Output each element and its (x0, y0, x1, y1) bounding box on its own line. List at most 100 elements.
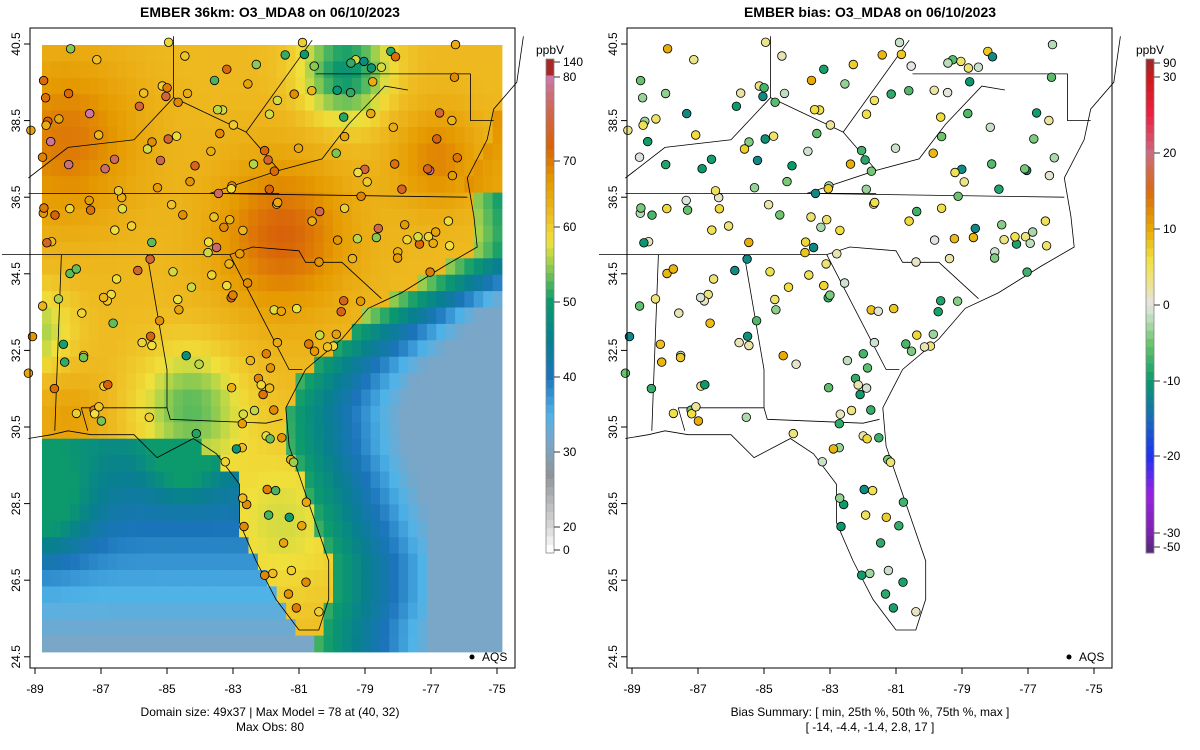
site-marker[interactable] (345, 87, 356, 98)
site-marker[interactable] (1049, 153, 1060, 163)
site-marker[interactable] (178, 210, 188, 220)
site-marker[interactable] (739, 144, 750, 154)
site-marker[interactable] (933, 307, 943, 317)
site-marker[interactable] (174, 305, 184, 315)
site-marker[interactable] (904, 216, 914, 226)
site-marker[interactable] (276, 306, 287, 317)
site-marker[interactable] (675, 352, 686, 363)
site-marker[interactable] (730, 265, 740, 276)
site-marker[interactable] (710, 186, 721, 196)
site-marker[interactable] (222, 280, 232, 291)
site-marker[interactable] (904, 85, 914, 96)
site-marker[interactable] (259, 145, 270, 156)
site-marker[interactable] (251, 59, 261, 70)
site-marker[interactable] (145, 254, 155, 264)
site-marker[interactable] (691, 402, 701, 412)
site-marker[interactable] (881, 512, 892, 523)
site-marker[interactable] (906, 346, 917, 356)
site-marker[interactable] (331, 329, 342, 340)
site-marker[interactable] (215, 128, 225, 139)
site-marker[interactable] (142, 144, 153, 154)
site-marker[interactable] (624, 331, 635, 342)
site-marker[interactable] (963, 108, 973, 119)
site-marker[interactable] (224, 259, 234, 269)
site-marker[interactable] (700, 380, 710, 390)
site-marker[interactable] (219, 222, 229, 233)
site-marker[interactable] (213, 188, 224, 199)
site-marker[interactable] (782, 176, 792, 187)
site-marker[interactable] (898, 577, 908, 587)
site-marker[interactable] (397, 184, 407, 194)
site-marker[interactable] (861, 383, 872, 393)
site-marker[interactable] (331, 148, 341, 158)
site-marker[interactable] (138, 88, 149, 98)
site-marker[interactable] (224, 214, 235, 225)
site-marker[interactable] (886, 89, 896, 99)
site-marker[interactable] (222, 64, 232, 75)
site-marker[interactable] (249, 405, 260, 416)
site-marker[interactable] (1020, 231, 1031, 242)
site-marker[interactable] (668, 264, 679, 274)
site-marker[interactable] (912, 206, 922, 217)
site-marker[interactable] (936, 296, 946, 306)
site-marker[interactable] (800, 247, 810, 258)
site-marker[interactable] (209, 212, 219, 222)
site-marker[interactable] (763, 199, 774, 210)
site-marker[interactable] (402, 234, 412, 245)
site-marker[interactable] (237, 419, 248, 429)
site-marker[interactable] (272, 337, 283, 348)
site-marker[interactable] (353, 167, 363, 178)
site-marker[interactable] (332, 235, 343, 245)
site-marker[interactable] (643, 136, 653, 147)
site-marker[interactable] (662, 268, 672, 279)
site-marker[interactable] (226, 184, 237, 194)
site-marker[interactable] (65, 203, 75, 214)
site-marker[interactable] (770, 97, 780, 108)
site-marker[interactable] (1040, 216, 1051, 226)
site-marker[interactable] (355, 296, 366, 306)
site-marker[interactable] (668, 408, 679, 419)
site-marker[interactable] (894, 521, 904, 531)
site-marker[interactable] (109, 154, 120, 165)
site-marker[interactable] (211, 242, 222, 253)
site-marker[interactable] (42, 238, 52, 248)
site-marker[interactable] (870, 197, 880, 208)
site-marker[interactable] (413, 232, 423, 242)
site-marker[interactable] (63, 88, 74, 99)
site-marker[interactable] (301, 497, 312, 507)
site-marker[interactable] (866, 166, 877, 176)
site-marker[interactable] (749, 182, 760, 193)
site-marker[interactable] (734, 337, 744, 348)
site-marker[interactable] (840, 79, 850, 89)
site-marker[interactable] (243, 79, 253, 89)
site-marker[interactable] (929, 235, 940, 245)
site-marker[interactable] (242, 278, 253, 288)
site-marker[interactable] (828, 444, 839, 454)
site-marker[interactable] (239, 521, 249, 532)
site-marker[interactable] (182, 88, 193, 99)
site-marker[interactable] (49, 383, 60, 394)
site-marker[interactable] (280, 50, 290, 60)
site-marker[interactable] (835, 493, 845, 503)
site-marker[interactable] (85, 205, 96, 215)
site-marker[interactable] (194, 359, 204, 369)
site-marker[interactable] (911, 257, 921, 267)
site-marker[interactable] (269, 405, 279, 415)
site-marker[interactable] (307, 85, 317, 96)
site-marker[interactable] (332, 85, 342, 96)
site-marker[interactable] (237, 493, 248, 503)
site-marker[interactable] (152, 182, 163, 193)
site-marker[interactable] (888, 603, 899, 613)
site-marker[interactable] (970, 223, 981, 234)
site-marker[interactable] (126, 221, 137, 231)
site-marker[interactable] (823, 184, 834, 194)
site-marker[interactable] (339, 112, 349, 122)
site-marker[interactable] (770, 294, 780, 305)
site-marker[interactable] (994, 184, 1004, 194)
site-marker[interactable] (168, 267, 178, 277)
site-marker[interactable] (885, 457, 896, 467)
site-marker[interactable] (400, 220, 410, 230)
site-marker[interactable] (339, 296, 349, 306)
site-marker[interactable] (889, 303, 899, 314)
site-marker[interactable] (273, 197, 283, 208)
